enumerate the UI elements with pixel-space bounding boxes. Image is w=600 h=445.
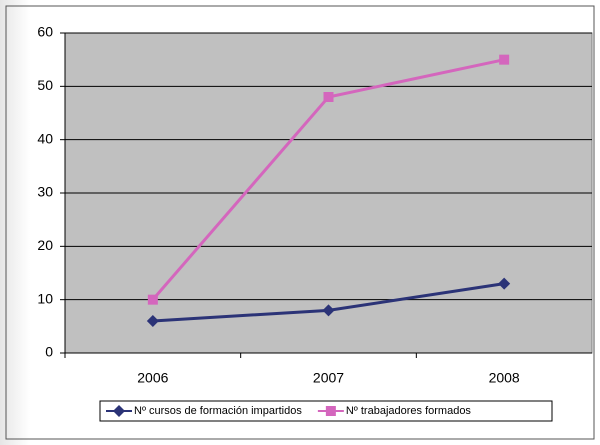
- y-tick-label: 30: [37, 184, 53, 200]
- x-tick-label: 2007: [313, 370, 344, 386]
- x-tick-label: 2006: [137, 370, 168, 386]
- point: [147, 294, 158, 305]
- legend-label: Nº cursos de formación impartidos: [134, 405, 302, 417]
- point: [146, 315, 159, 327]
- x-tick-label: 2008: [489, 370, 520, 386]
- y-tick-label: 40: [37, 130, 53, 146]
- point: [113, 405, 125, 417]
- y-tick-label: 0: [45, 344, 53, 360]
- chart-border: [5, 5, 595, 440]
- y-tick-label: 50: [37, 77, 53, 93]
- point: [322, 304, 335, 317]
- point: [499, 54, 510, 65]
- point: [498, 277, 511, 290]
- y-tick-label: 60: [37, 24, 53, 40]
- y-tick-label: 20: [37, 237, 53, 253]
- legend-label: Nº trabajadores formados: [346, 405, 472, 417]
- point: [323, 92, 334, 102]
- y-tick-label: 10: [37, 290, 53, 306]
- point: [325, 406, 336, 416]
